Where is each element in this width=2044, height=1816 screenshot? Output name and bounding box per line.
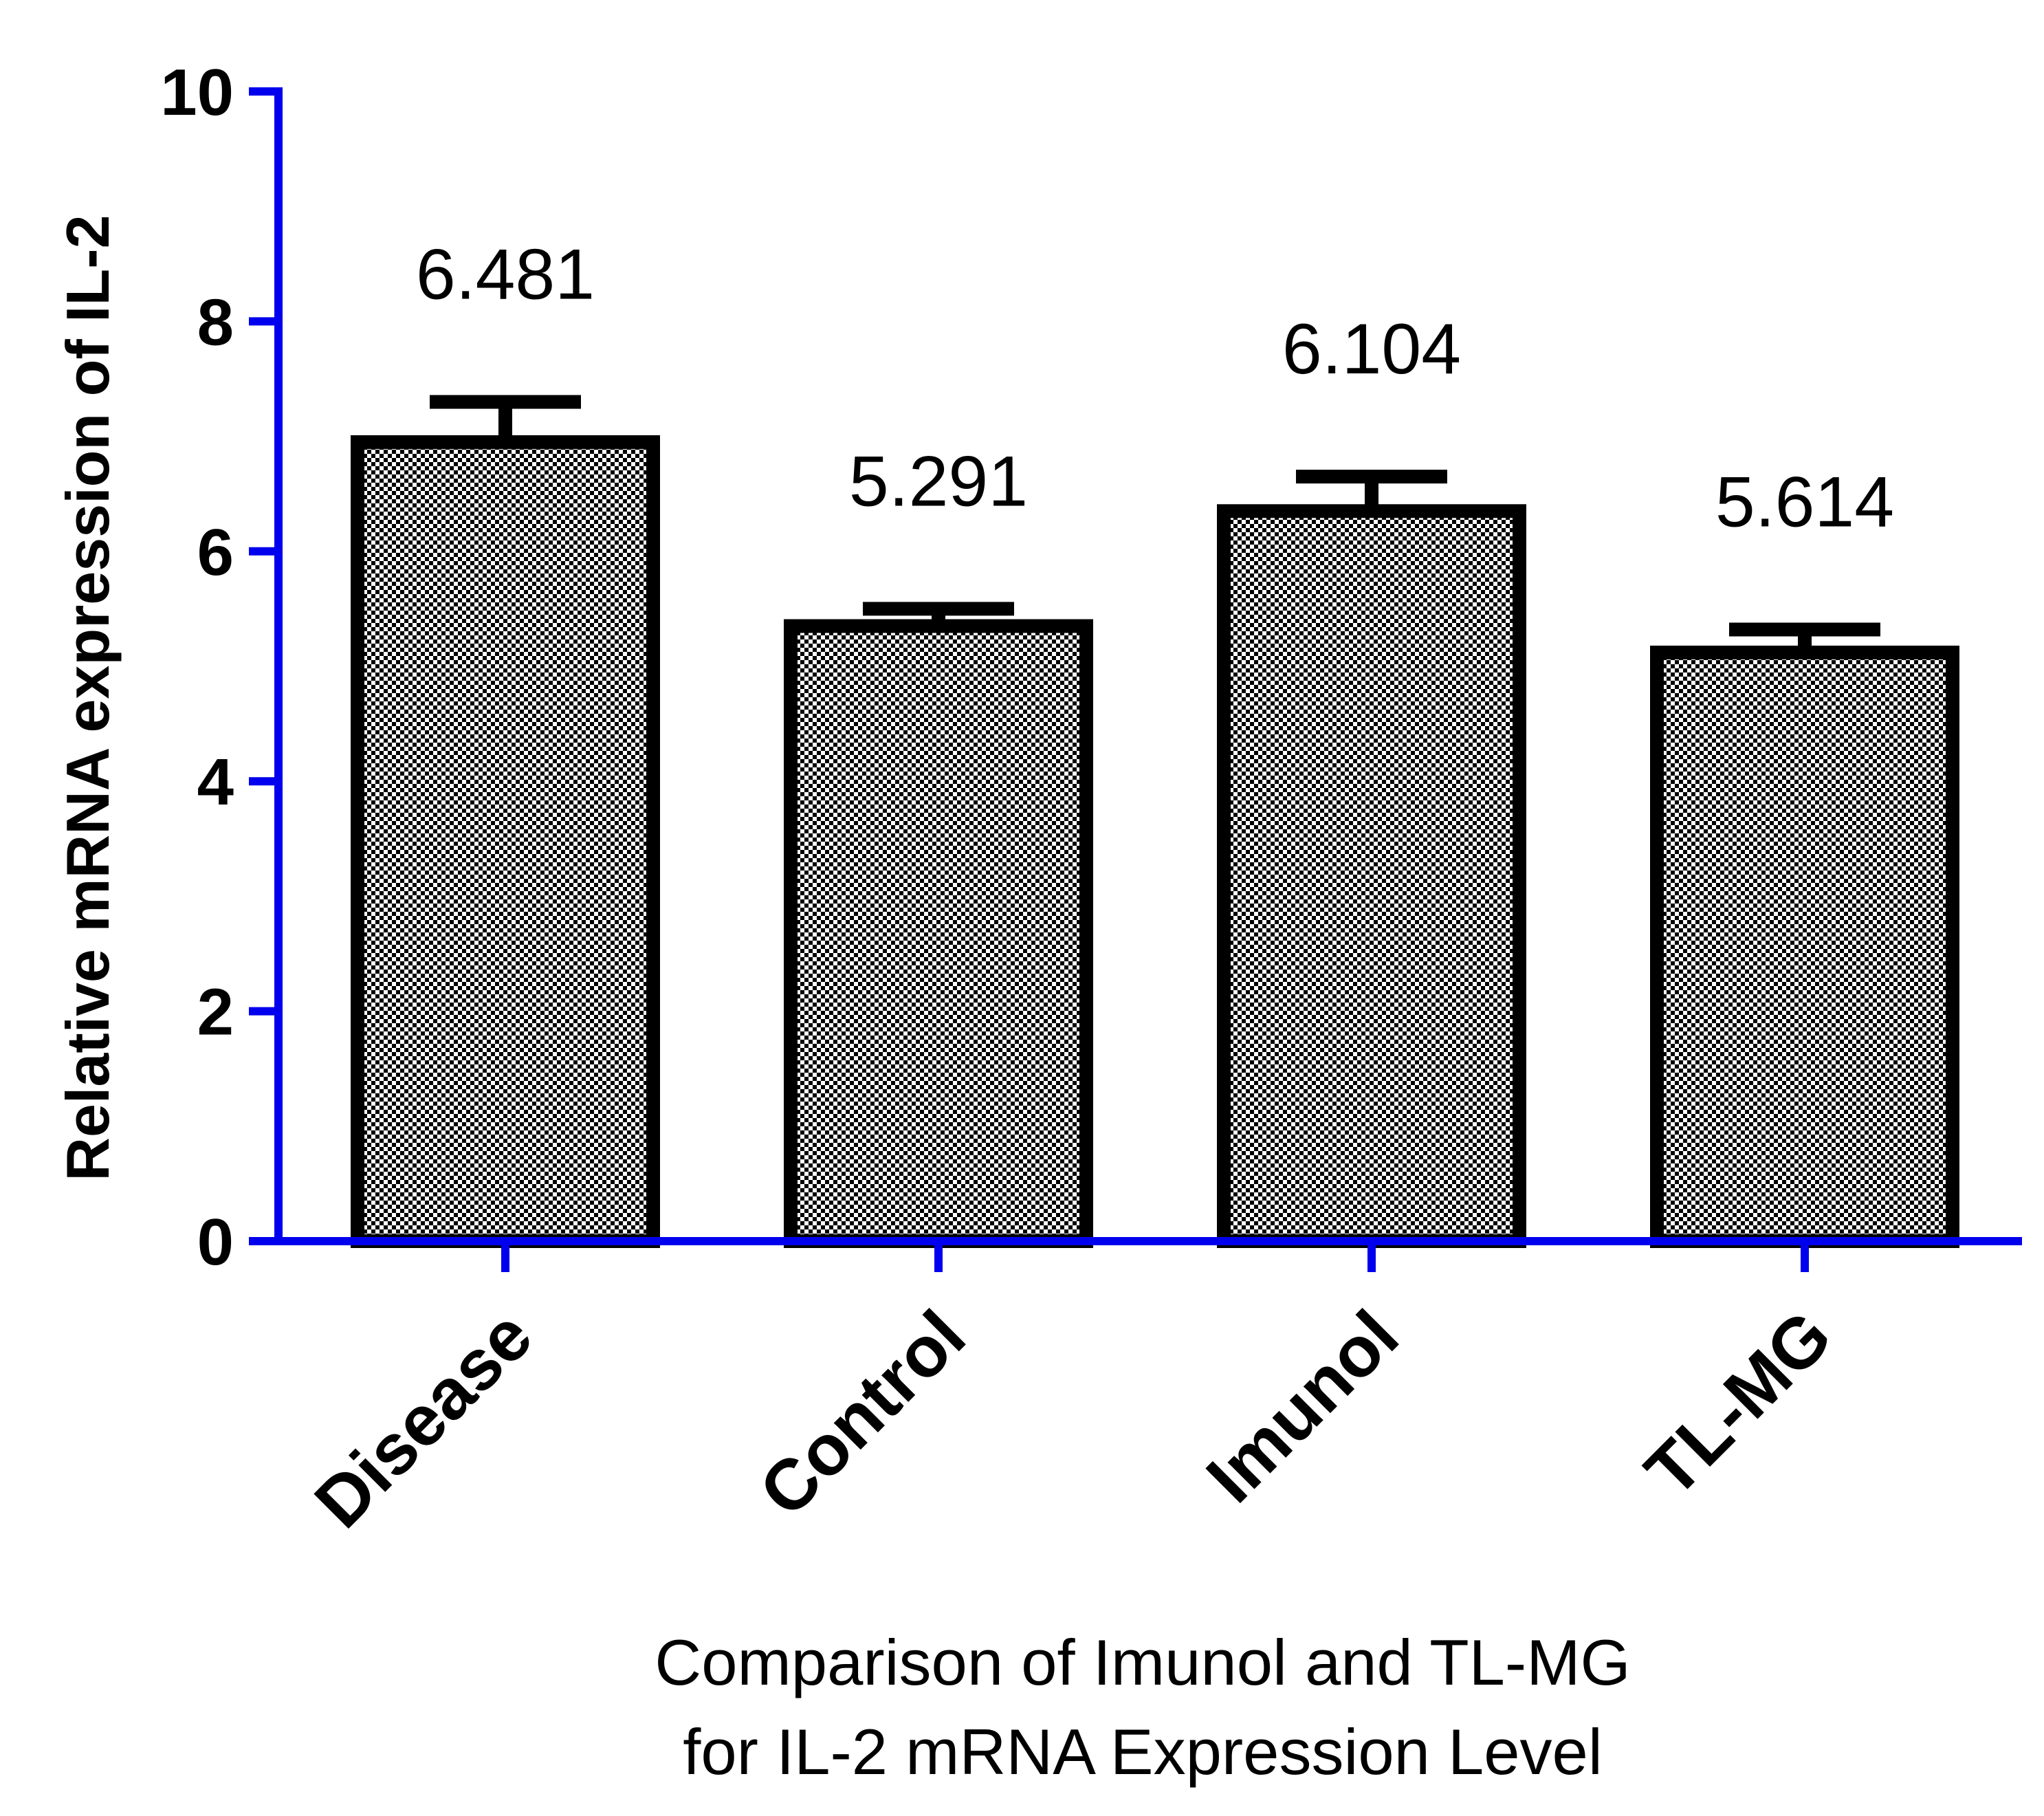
value-label-disease: 6.481 (416, 234, 595, 314)
y-axis-ticks: 0 2 4 6 8 10 (160, 56, 278, 1279)
y-tick-label-6: 6 (197, 516, 234, 589)
y-tick-label-2: 2 (197, 976, 234, 1049)
x-tick-label-disease: Disease (300, 1295, 547, 1543)
x-axis-title-line-2: for IL-2 mRNA Expression Level (683, 1716, 1602, 1788)
value-label-control: 5.291 (849, 441, 1028, 521)
bars (351, 435, 1959, 1249)
bar-control (784, 619, 1093, 1248)
bar-tl-mg (1650, 645, 1959, 1248)
y-tick-label-0: 0 (197, 1205, 234, 1279)
bar-imunol (1217, 504, 1526, 1248)
x-tick-label-tl-mg: TL-MG (1630, 1295, 1847, 1512)
bar-disease (351, 435, 660, 1249)
error-bars (430, 395, 1880, 653)
x-tick-label-imunol: Imunol (1191, 1295, 1414, 1518)
value-label-imunol: 6.104 (1282, 309, 1461, 389)
y-tick-label-8: 8 (197, 285, 234, 359)
value-label-tl-mg: 5.614 (1715, 462, 1894, 542)
x-axis-ticks: Disease Control Imunol TL-MG (300, 1241, 1847, 1543)
value-labels: 6.481 5.291 6.104 5.614 (416, 234, 1894, 542)
x-tick-label-control: Control (745, 1295, 980, 1531)
x-axis-title-line-1: Comparison of Imunol and TL-MG (655, 1626, 1630, 1698)
y-tick-label-4: 4 (197, 745, 234, 819)
y-axis-title: Relative mRNA expression of IL-2 (54, 215, 122, 1181)
y-tick-label-10: 10 (160, 56, 234, 129)
